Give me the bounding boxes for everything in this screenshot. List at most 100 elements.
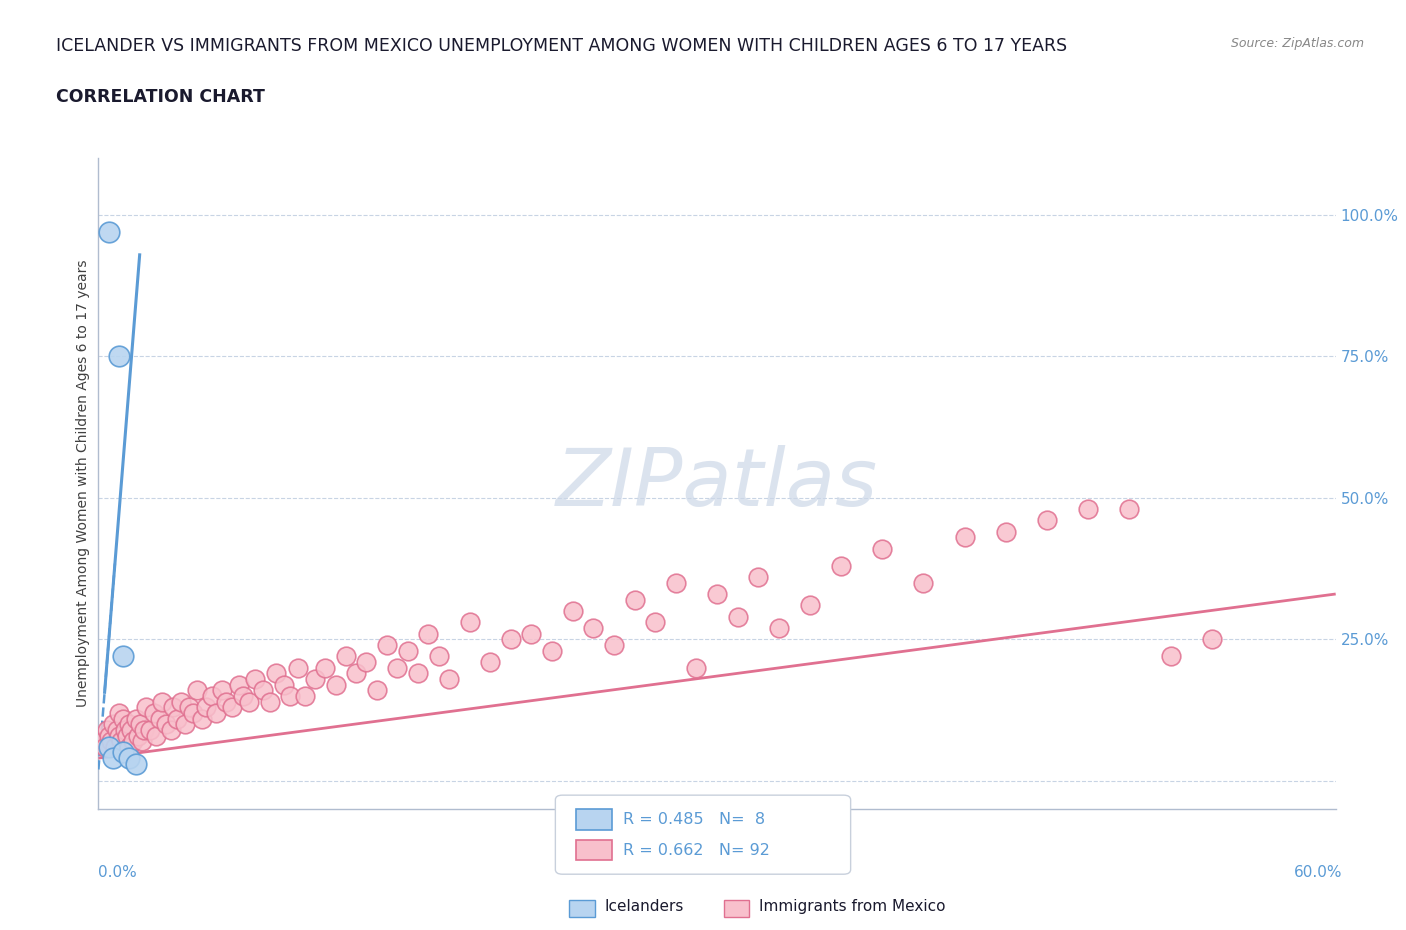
Point xyxy=(830,558,852,573)
Point xyxy=(97,224,120,239)
Point xyxy=(747,569,769,584)
Point xyxy=(179,699,201,714)
Point xyxy=(541,644,564,658)
Point xyxy=(101,751,124,765)
Point xyxy=(870,541,893,556)
Point xyxy=(1118,501,1140,516)
Point xyxy=(1036,513,1059,528)
Point xyxy=(912,576,935,591)
Text: Icelanders: Icelanders xyxy=(605,899,683,914)
Point xyxy=(325,677,347,692)
Point xyxy=(458,615,481,630)
Point xyxy=(162,699,184,714)
Text: R = 0.485   N=  8: R = 0.485 N= 8 xyxy=(623,812,765,827)
Point xyxy=(1077,501,1099,516)
Text: 0.0%: 0.0% xyxy=(98,865,138,880)
Text: Immigrants from Mexico: Immigrants from Mexico xyxy=(759,899,946,914)
Point xyxy=(159,723,181,737)
Point xyxy=(799,598,821,613)
Point xyxy=(145,728,167,743)
Point xyxy=(96,723,118,737)
Point xyxy=(166,711,188,726)
Point xyxy=(132,723,155,737)
Text: ZIPatlas: ZIPatlas xyxy=(555,445,879,523)
Point xyxy=(124,756,146,771)
Point xyxy=(97,728,120,743)
Point xyxy=(768,620,790,635)
Point xyxy=(706,587,728,602)
Point xyxy=(278,688,301,703)
Point xyxy=(149,711,172,726)
Point xyxy=(112,711,135,726)
Point xyxy=(194,699,217,714)
Point xyxy=(1201,631,1223,646)
Point xyxy=(273,677,295,692)
Point xyxy=(427,649,450,664)
Y-axis label: Unemployment Among Women with Children Ages 6 to 17 years: Unemployment Among Women with Children A… xyxy=(76,259,90,708)
Text: CORRELATION CHART: CORRELATION CHART xyxy=(56,88,266,106)
Text: 60.0%: 60.0% xyxy=(1295,865,1343,880)
Point xyxy=(105,723,128,737)
Point xyxy=(174,717,197,732)
Point xyxy=(479,655,502,670)
Point xyxy=(100,734,122,749)
Point xyxy=(314,660,336,675)
Point xyxy=(387,660,409,675)
Text: ICELANDER VS IMMIGRANTS FROM MEXICO UNEMPLOYMENT AMONG WOMEN WITH CHILDREN AGES : ICELANDER VS IMMIGRANTS FROM MEXICO UNEM… xyxy=(56,37,1067,55)
Point xyxy=(603,637,626,652)
Point xyxy=(259,694,281,709)
Point xyxy=(127,728,149,743)
Point xyxy=(108,349,131,364)
Point xyxy=(150,694,173,709)
Text: R = 0.662   N= 92: R = 0.662 N= 92 xyxy=(623,843,769,857)
Point xyxy=(252,683,274,698)
Point xyxy=(139,723,162,737)
Point xyxy=(211,683,233,698)
Point xyxy=(118,751,141,765)
Point xyxy=(118,717,141,732)
Point xyxy=(335,649,357,664)
Point xyxy=(685,660,707,675)
Text: Source: ZipAtlas.com: Source: ZipAtlas.com xyxy=(1230,37,1364,50)
Point xyxy=(228,677,250,692)
Point xyxy=(135,699,157,714)
Point xyxy=(287,660,309,675)
Point xyxy=(221,699,243,714)
Point xyxy=(953,530,976,545)
Point xyxy=(294,688,316,703)
Point xyxy=(181,706,204,721)
Point xyxy=(117,728,139,743)
Point xyxy=(665,576,688,591)
Point xyxy=(143,706,166,721)
Point xyxy=(418,626,440,641)
Point xyxy=(108,728,131,743)
Point xyxy=(108,706,131,721)
Point xyxy=(186,683,208,698)
Point xyxy=(190,711,212,726)
Point xyxy=(499,631,522,646)
Point xyxy=(264,666,287,681)
Point xyxy=(356,655,378,670)
Point xyxy=(101,717,124,732)
Point xyxy=(994,525,1017,539)
Point xyxy=(122,734,145,749)
Point xyxy=(623,592,645,607)
Point xyxy=(131,734,153,749)
Point xyxy=(396,644,419,658)
Point xyxy=(112,649,135,664)
Point xyxy=(366,683,388,698)
Point xyxy=(104,739,127,754)
Point xyxy=(114,723,136,737)
Point xyxy=(120,723,142,737)
Point xyxy=(112,745,135,760)
Point xyxy=(110,734,132,749)
Point xyxy=(561,604,583,618)
Point xyxy=(93,739,115,754)
Point xyxy=(91,734,114,749)
Point xyxy=(727,609,749,624)
Point xyxy=(582,620,605,635)
Point xyxy=(128,717,150,732)
Point xyxy=(170,694,193,709)
Point xyxy=(304,671,326,686)
Point xyxy=(205,706,228,721)
